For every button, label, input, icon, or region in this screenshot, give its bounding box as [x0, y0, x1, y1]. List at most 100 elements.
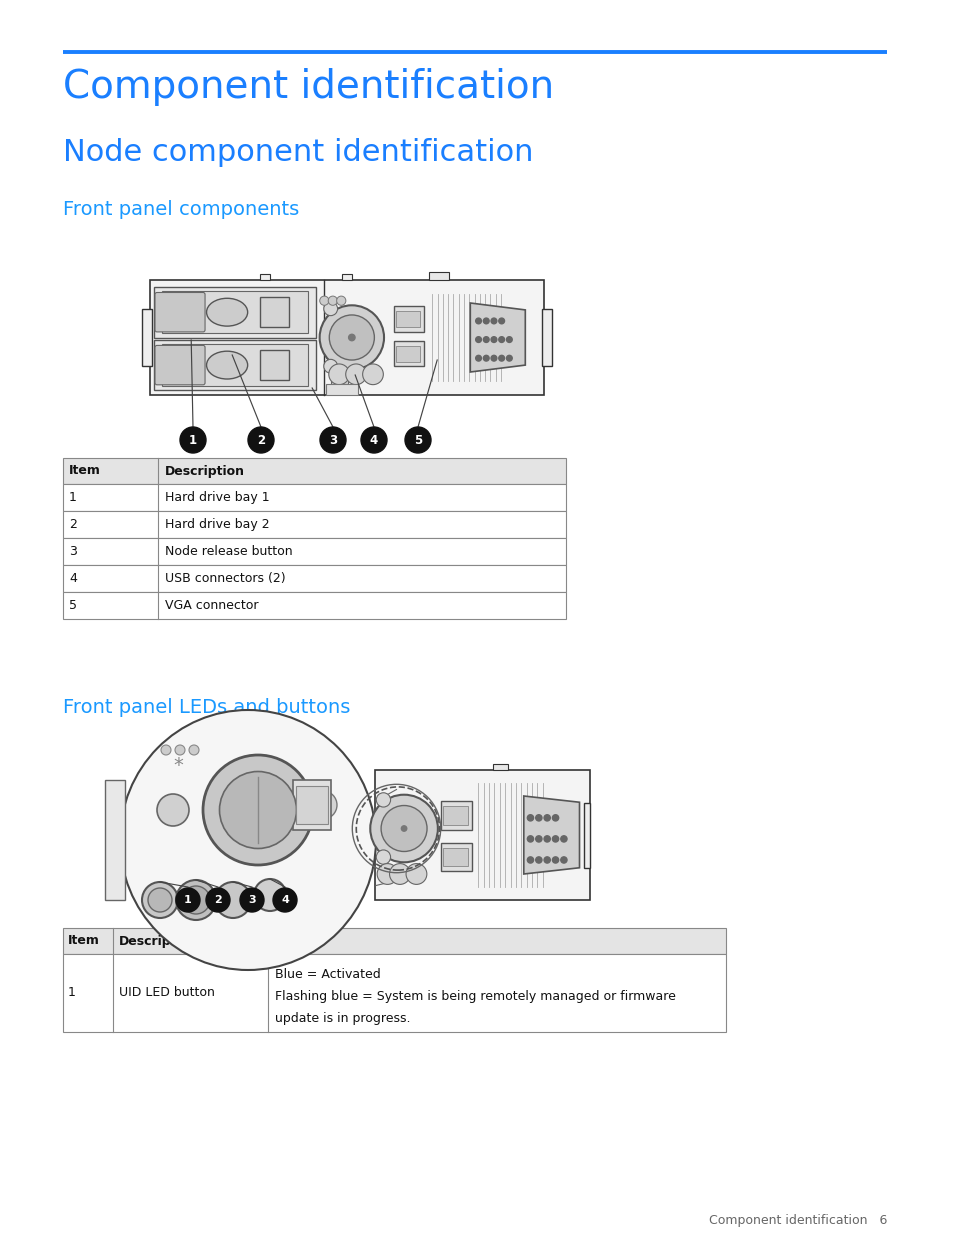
Text: 1: 1	[69, 492, 77, 504]
Text: 1: 1	[184, 895, 192, 905]
Circle shape	[248, 427, 274, 453]
Text: 1: 1	[68, 987, 76, 999]
Ellipse shape	[120, 710, 375, 969]
Text: Status: Status	[274, 935, 320, 947]
Circle shape	[552, 857, 558, 863]
Bar	[63, 538, 565, 564]
Circle shape	[309, 790, 336, 819]
Polygon shape	[470, 303, 525, 372]
Text: 3: 3	[329, 433, 336, 447]
Bar	[541, 309, 552, 367]
Text: 4: 4	[69, 572, 77, 585]
Bar	[63, 511, 565, 538]
Bar	[63, 927, 725, 953]
Circle shape	[362, 364, 383, 384]
Bar	[153, 287, 316, 337]
Circle shape	[380, 805, 427, 851]
Bar	[394, 341, 423, 367]
FancyBboxPatch shape	[154, 293, 205, 332]
Bar	[493, 764, 508, 769]
Circle shape	[498, 356, 504, 361]
Text: Hard drive bay 1: Hard drive bay 1	[165, 492, 270, 504]
Bar	[395, 311, 419, 327]
Circle shape	[543, 836, 550, 842]
Text: 2: 2	[256, 433, 265, 447]
Text: Description: Description	[119, 935, 199, 947]
Circle shape	[527, 857, 533, 863]
Circle shape	[405, 427, 431, 453]
Text: 3: 3	[69, 545, 77, 558]
Polygon shape	[523, 797, 578, 874]
Circle shape	[476, 337, 481, 342]
Text: Node release button: Node release button	[165, 545, 293, 558]
Circle shape	[329, 315, 374, 361]
Circle shape	[240, 888, 264, 911]
Bar	[162, 343, 308, 387]
Circle shape	[348, 335, 355, 341]
Circle shape	[376, 863, 397, 884]
Text: 5: 5	[414, 433, 421, 447]
Bar	[63, 458, 565, 484]
Bar	[63, 484, 565, 511]
Circle shape	[214, 882, 251, 918]
Text: Component identification   6: Component identification 6	[708, 1214, 886, 1228]
Circle shape	[329, 364, 349, 384]
Text: Front panel LEDs and buttons: Front panel LEDs and buttons	[63, 698, 350, 718]
Bar	[142, 309, 152, 367]
Circle shape	[206, 888, 230, 911]
Circle shape	[536, 836, 541, 842]
Bar	[63, 953, 725, 1032]
Bar	[440, 842, 472, 872]
Circle shape	[319, 305, 384, 369]
Circle shape	[360, 427, 387, 453]
Text: UID LED button: UID LED button	[119, 987, 214, 999]
Circle shape	[527, 836, 533, 842]
Text: Item: Item	[69, 464, 101, 478]
Circle shape	[552, 815, 558, 821]
Circle shape	[203, 755, 313, 864]
Circle shape	[389, 863, 410, 884]
Bar	[394, 306, 423, 332]
Bar	[293, 781, 331, 830]
Circle shape	[175, 881, 215, 920]
Text: Front panel components: Front panel components	[63, 200, 299, 219]
Text: VGA connector: VGA connector	[165, 599, 258, 613]
Circle shape	[180, 427, 206, 453]
Circle shape	[506, 337, 512, 342]
Text: Description: Description	[165, 464, 245, 478]
Text: Component identification: Component identification	[63, 68, 554, 106]
Ellipse shape	[207, 351, 248, 379]
Circle shape	[323, 301, 337, 316]
Circle shape	[483, 356, 489, 361]
Circle shape	[552, 836, 558, 842]
Circle shape	[498, 319, 504, 324]
Bar	[260, 274, 270, 280]
Circle shape	[336, 296, 346, 305]
Bar	[443, 806, 468, 825]
Text: 3: 3	[248, 895, 255, 905]
Circle shape	[543, 857, 550, 863]
Bar	[63, 592, 565, 619]
Bar	[63, 564, 565, 592]
Circle shape	[527, 815, 533, 821]
Text: USB connectors (2): USB connectors (2)	[165, 572, 285, 585]
Bar	[295, 785, 328, 824]
FancyBboxPatch shape	[154, 346, 205, 385]
Bar	[395, 346, 419, 362]
Circle shape	[375, 793, 390, 806]
Circle shape	[319, 427, 346, 453]
Bar	[162, 291, 308, 333]
Text: Hard drive bay 2: Hard drive bay 2	[165, 517, 270, 531]
Circle shape	[491, 337, 497, 342]
Text: Blue = Activated: Blue = Activated	[274, 968, 380, 981]
Circle shape	[161, 745, 171, 755]
Circle shape	[401, 826, 406, 831]
Circle shape	[543, 815, 550, 821]
Bar	[259, 350, 289, 380]
Text: 2: 2	[213, 895, 222, 905]
Circle shape	[483, 319, 489, 324]
Circle shape	[319, 296, 329, 305]
Circle shape	[498, 337, 504, 342]
Bar	[326, 384, 357, 395]
Circle shape	[536, 857, 541, 863]
